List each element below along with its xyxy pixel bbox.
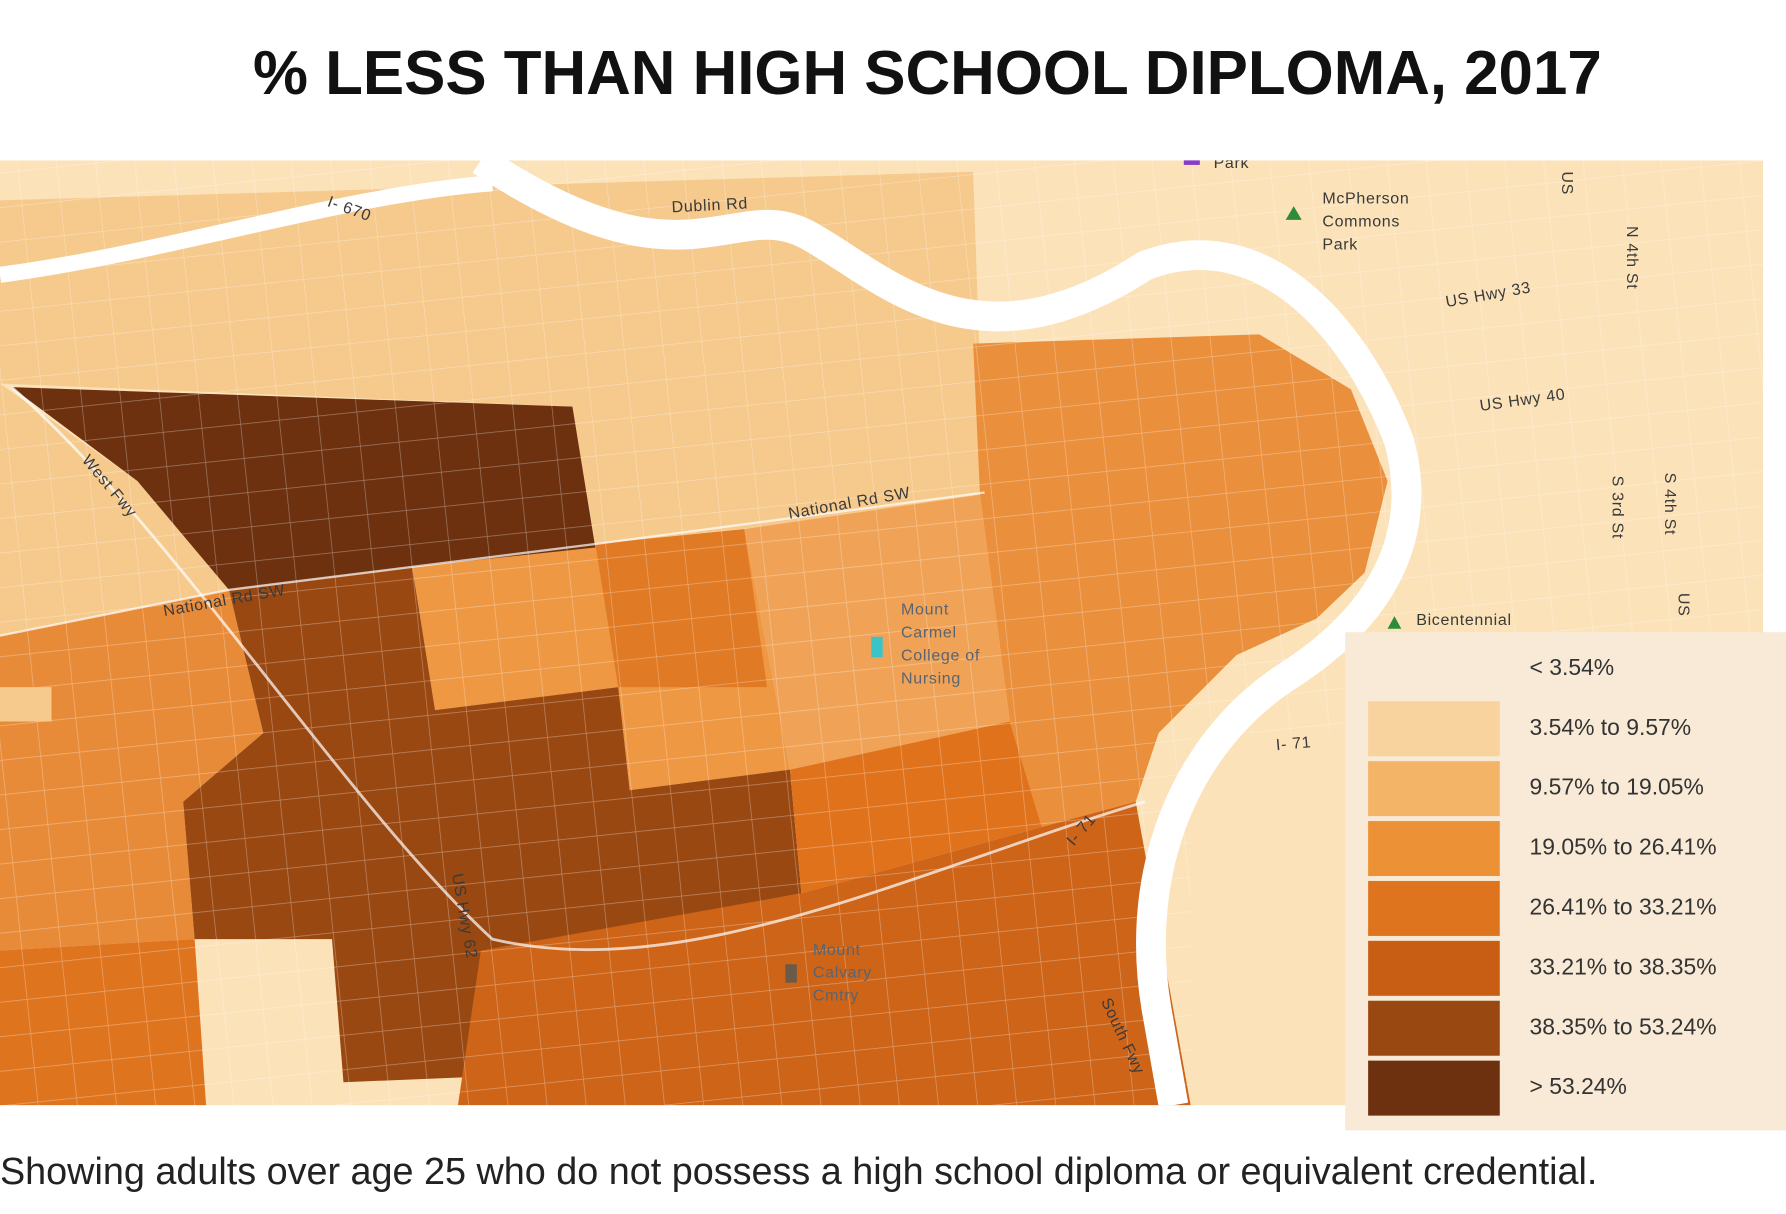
legend-swatch (1368, 940, 1500, 996)
map-label: Dublin Rd (671, 194, 748, 216)
cemetery-icon (785, 964, 797, 983)
map-label: Commons (1322, 212, 1400, 230)
legend-label: 26.41% to 33.21% (1530, 893, 1717, 919)
title: % LESS THAN HIGH SCHOOL DIPLOMA, 2017 (253, 39, 1602, 108)
map-label: College of (901, 646, 980, 664)
legend-label: 38.35% to 53.24% (1530, 1013, 1717, 1039)
road (10, 386, 1146, 952)
map-label: S 4th St (1661, 473, 1679, 535)
legend-swatch (1368, 761, 1500, 817)
map-label: Carmel (901, 624, 957, 642)
caption: Showing adults over age 25 who do not po… (0, 1151, 1597, 1193)
map-label: US (1558, 171, 1576, 195)
map-label: Mount (901, 601, 949, 619)
road (0, 491, 985, 637)
map-label: Mount (813, 941, 861, 959)
map-label: Park (1322, 235, 1358, 253)
legend-swatch (1368, 880, 1500, 936)
river (0, 175, 493, 283)
river (472, 160, 1422, 1106)
map-label: Bicentennial (1416, 611, 1511, 629)
legend-label: 9.57% to 19.05% (1530, 774, 1704, 800)
legend: < 3.54% 3.54% to 9.57% 9.57% to 19.05% 19.0… (1345, 632, 1786, 1131)
legend-swatch (1368, 701, 1500, 757)
legend-label: 3.54% to 9.57% (1530, 714, 1692, 740)
legend-label: 19.05% to 26.41% (1530, 834, 1717, 860)
map-label: Calvary (813, 964, 872, 982)
legend-swatch (1368, 1060, 1500, 1116)
park-icon (1183, 160, 1200, 165)
legend-label: < 3.54% (1530, 654, 1615, 680)
legend-label: > 53.24% (1530, 1073, 1627, 1099)
map-label: Cmtry (813, 987, 859, 1005)
legend-swatch (1368, 821, 1500, 877)
map-label: I- 71 (1275, 733, 1312, 754)
legend-label: 33.21% to 38.35% (1530, 953, 1717, 979)
map-label: US (1675, 593, 1693, 617)
map-label: N 4th St (1623, 226, 1641, 289)
region (0, 687, 52, 722)
map-label: Park (1214, 154, 1250, 172)
map-label: McPherson (1322, 190, 1409, 208)
map-label: S 3rd St (1608, 476, 1626, 539)
map-label: Nursing (901, 669, 961, 687)
legend-swatch (1368, 1000, 1500, 1056)
legend-swatch (1368, 641, 1500, 697)
college-icon (871, 636, 883, 658)
